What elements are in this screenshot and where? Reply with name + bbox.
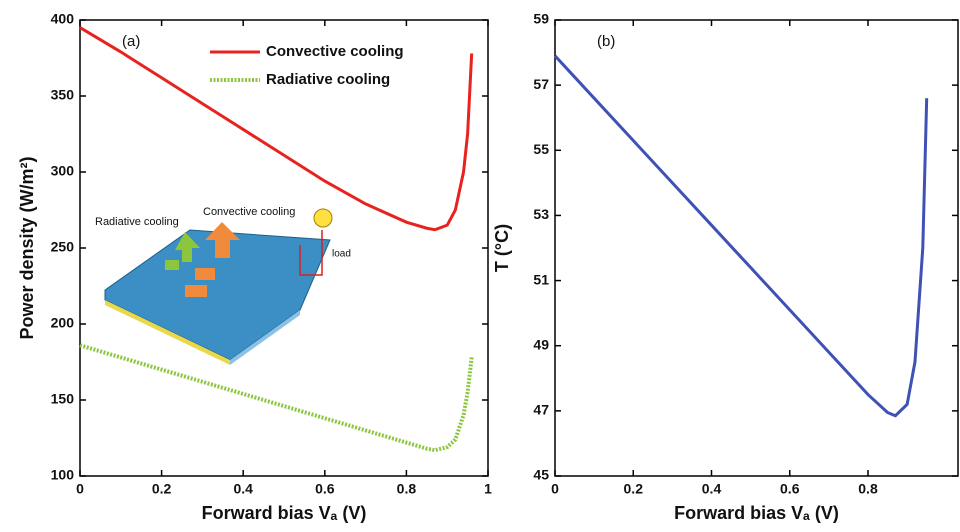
x-tick-label: 0 [551, 481, 559, 497]
line-series [553, 54, 929, 418]
y-tick-label: 400 [51, 11, 75, 27]
y-tick-label: 59 [533, 11, 549, 27]
y-tick-label: 55 [533, 141, 549, 157]
panel-edge [105, 300, 230, 365]
line-series [79, 26, 474, 232]
y-axis-label: Power density (W/m²) [17, 156, 37, 339]
y-tick-label: 47 [533, 402, 549, 418]
legend-label: Convective cooling [266, 43, 404, 60]
panel-label: (a) [122, 33, 140, 50]
panel-edge [230, 310, 300, 365]
y-tick-label: 200 [51, 315, 75, 331]
legend-label: Radiative cooling [266, 71, 390, 88]
x-axis-label: Forward bias Vₐ (V) [202, 503, 367, 523]
x-tick-label: 0.6 [315, 481, 335, 497]
x-tick-label: 0.6 [780, 481, 800, 497]
plot-frame [554, 19, 959, 477]
inset-label: Radiative cooling [95, 216, 179, 228]
x-tick-label: 0.4 [702, 481, 722, 497]
arrow [195, 268, 215, 280]
y-tick-label: 49 [533, 336, 549, 352]
y-tick-label: 150 [51, 391, 75, 407]
y-tick-label: 53 [533, 206, 549, 222]
y-tick-label: 57 [533, 76, 549, 92]
arrow [205, 222, 240, 258]
bulb [313, 208, 333, 228]
panel-label: (b) [597, 33, 615, 50]
arrow [185, 285, 207, 297]
x-tick-label: 0.2 [152, 481, 172, 497]
x-tick-label: 0 [76, 481, 84, 497]
inset-label: Convective cooling [203, 206, 295, 218]
y-tick-label: 350 [51, 87, 75, 103]
y-tick-label: 51 [533, 271, 549, 287]
y-tick-label: 45 [533, 467, 549, 483]
inset-label: load [332, 249, 351, 260]
y-tick-label: 100 [51, 467, 75, 483]
x-tick-label: 0.4 [233, 481, 253, 497]
x-axis-label: Forward bias Vₐ (V) [674, 503, 839, 523]
arrow [175, 232, 200, 262]
y-axis-label: T (°C) [492, 224, 512, 272]
x-tick-label: 0.8 [858, 481, 878, 497]
y-tick-label: 300 [51, 163, 75, 179]
y-tick-label: 250 [51, 239, 75, 255]
x-tick-label: 1 [484, 481, 492, 497]
x-tick-label: 0.8 [397, 481, 417, 497]
circuit [299, 230, 323, 276]
inset-illustration: Radiative cooling Convective cooling loa… [95, 206, 351, 365]
line-series [79, 343, 474, 453]
arrow [165, 260, 179, 270]
x-tick-label: 0.2 [624, 481, 644, 497]
